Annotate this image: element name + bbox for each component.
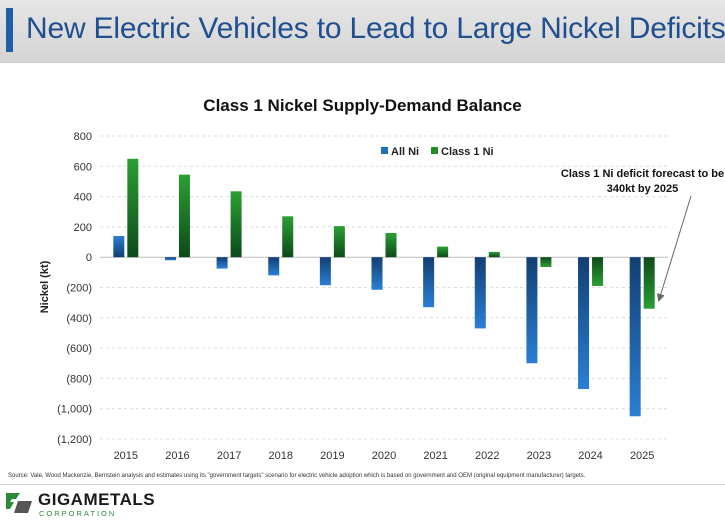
bar-class-1-ni-2022 (488, 251, 500, 258)
y-tick-label: 800 (74, 131, 92, 143)
x-tick-label: 2020 (372, 450, 396, 462)
legend-label-all-ni: All Ni (391, 146, 419, 158)
gigametals-logo-icon (6, 493, 32, 513)
bar-all-ni-2015 (113, 235, 125, 258)
legend-label-class-1-ni: Class 1 Ni (441, 146, 494, 158)
x-tick-label: 2021 (423, 450, 447, 462)
source-footnote: Source: Vale, Wood Mackenzie, Bernstein … (8, 473, 586, 479)
footer-divider (0, 484, 725, 485)
bar-class-1-ni-2015 (127, 158, 139, 258)
x-tick-label: 2015 (114, 450, 138, 462)
bar-class-1-ni-2020 (385, 232, 397, 258)
bar-class-1-ni-2025 (643, 257, 655, 309)
nickel-balance-chart: 800 600 400 200 0 (200) (400) (600) (800) (1,000)… (39, 131, 692, 462)
title-bar: New Electric Vehicles to Lead to Large N… (0, 0, 725, 63)
bar-class-1-ni-2018 (282, 216, 294, 258)
bar-all-ni-2022 (474, 257, 486, 329)
x-tick-label: 2018 (268, 450, 292, 462)
bar-all-ni-2021 (423, 257, 435, 308)
x-tick-label: 2024 (578, 450, 602, 462)
x-tick-label: 2022 (475, 450, 499, 462)
logo-subtitle: CORPORATION (39, 509, 117, 518)
y-tick-label: (800) (66, 373, 92, 385)
y-tick-label: (1,000) (57, 404, 92, 416)
bar-all-ni-2020 (371, 257, 383, 290)
y-axis-label: Nickel (kt) (39, 260, 51, 313)
y-tick-label: (600) (66, 343, 92, 355)
bar-class-1-ni-2019 (333, 226, 345, 258)
y-tick-label: (1,200) (57, 434, 92, 446)
x-tick-label: 2017 (217, 450, 241, 462)
bar-class-1-ni-2023 (540, 257, 552, 268)
legend-swatch-class-1-ni (431, 147, 438, 154)
bar-all-ni-2017 (216, 257, 228, 269)
legend-swatch-all-ni (381, 147, 388, 154)
y-tick-label: 400 (74, 192, 92, 204)
bar-all-ni-2024 (578, 257, 590, 390)
bar-class-1-ni-2021 (437, 246, 449, 258)
annotation-arrow (656, 195, 692, 302)
x-tick-label: 2016 (165, 450, 189, 462)
y-tick-label: 600 (74, 161, 92, 173)
bar-class-1-ni-2024 (592, 257, 604, 286)
bar-all-ni-2025 (629, 257, 641, 417)
x-tick-label: 2023 (527, 450, 551, 462)
logo-name: GIGAMETALS (38, 490, 156, 509)
company-logo: GIGAMETALS CORPORATION (4, 489, 174, 519)
bar-all-ni-2019 (319, 257, 331, 286)
bar-class-1-ni-2016 (178, 174, 190, 258)
y-tick-label: 0 (86, 252, 92, 264)
deficit-annotation: Class 1 Ni deficit forecast to be 340kt … (560, 168, 725, 195)
y-tick-label: 200 (74, 222, 92, 234)
bar-all-ni-2023 (526, 257, 538, 364)
bar-all-ni-2016 (164, 257, 176, 261)
title-accent-bar (6, 8, 13, 52)
bar-class-1-ni-2017 (230, 191, 242, 258)
y-tick-label: (200) (66, 283, 92, 295)
bar-all-ni-2018 (268, 257, 280, 276)
x-tick-label: 2019 (320, 450, 344, 462)
x-tick-label: 2025 (630, 450, 654, 462)
slide-title: New Electric Vehicles to Lead to Large N… (26, 12, 725, 45)
y-tick-label: (400) (66, 313, 92, 325)
chart-title: Class 1 Nickel Supply-Demand Balance (203, 96, 522, 115)
